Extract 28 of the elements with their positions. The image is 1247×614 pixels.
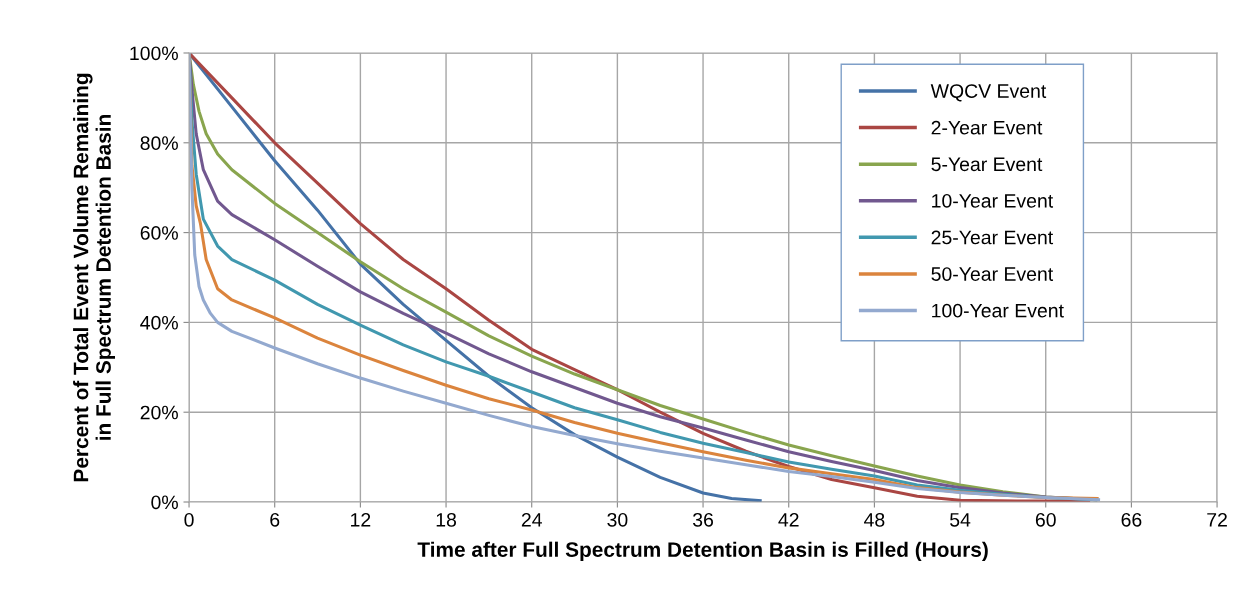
legend-label: 2-Year Event <box>931 120 1043 135</box>
x-tick-label: 12 <box>351 512 371 527</box>
x-tick-label: 36 <box>692 512 714 527</box>
legend-label: 5-Year Event <box>931 157 1043 172</box>
x-tick-label: 6 <box>270 512 280 527</box>
legend-label: 10-Year Event <box>932 193 1054 208</box>
x-tick-label: 72 <box>1207 512 1227 527</box>
y-tick-label: 60% <box>140 226 178 240</box>
legend-label: 100-Year Event <box>932 303 1064 318</box>
y-tick-label: 20% <box>140 405 178 420</box>
x-tick-label: 24 <box>521 512 542 527</box>
y-tick-label: 0% <box>151 495 178 510</box>
y-axis-title: Percent of Total Event Volume Remaining in Full Spectrum Detention Basin <box>73 73 116 482</box>
legend-label: WQCV Event <box>930 84 1047 102</box>
y-tick-label: 80% <box>140 136 178 151</box>
x-tick-label: 60 <box>1035 512 1056 527</box>
legend-label: 50-Year Event <box>931 267 1054 281</box>
x-tick-label: 30 <box>607 512 628 527</box>
x-tick-label: 0 <box>184 512 194 527</box>
legend-label: 25-Year Event <box>931 230 1054 245</box>
x-tick-label: 18 <box>436 512 457 527</box>
x-axis-title: Time after Full Spectrum Detention Basin is Filled (Hours) <box>417 541 988 562</box>
y-tick-label: 100% <box>130 46 178 61</box>
y-tick-label: 40% <box>140 315 178 330</box>
x-tick-label: 54 <box>950 513 971 527</box>
x-tick-label: 66 <box>1121 512 1142 527</box>
x-tick-label: 48 <box>864 512 885 527</box>
x-tick-label: 42 <box>778 512 799 527</box>
